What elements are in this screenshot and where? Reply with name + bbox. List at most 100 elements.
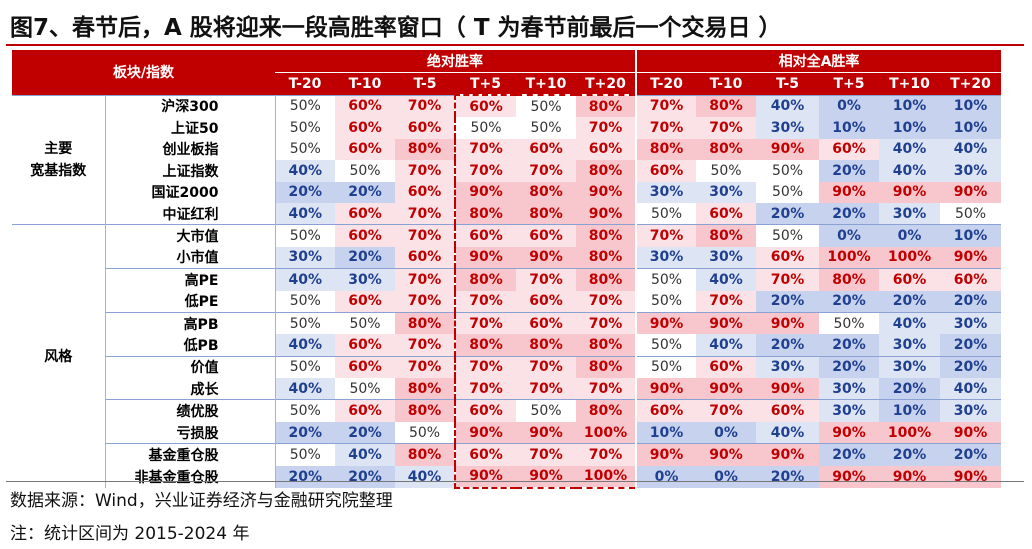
abs-value-cell: 90% (454, 246, 516, 269)
abs-value-cell: 70% (454, 378, 516, 400)
abs-value-cell: 90% (516, 421, 576, 444)
rel-value-cell: 40% (879, 160, 940, 182)
rel-value-cell: 20% (819, 202, 879, 225)
abs-value-cell: 80% (576, 268, 637, 291)
table-row: 低PE 50% 60% 70% 70% 60% 70% 50% 70% 20% 20% 20% 20% (12, 290, 1001, 313)
abs-value-cell: 50% (275, 290, 335, 313)
abs-value-cell: 50% (335, 378, 395, 400)
index-name: 大市值 (105, 224, 276, 247)
abs-value-cell: 70% (395, 160, 455, 182)
rel-value-cell: 50% (756, 224, 819, 247)
abs-value-cell: 90% (516, 246, 576, 269)
rel-value-cell: 70% (635, 117, 696, 139)
abs-value-cell: 60% (454, 443, 516, 466)
rel-value-cell: 60% (879, 268, 940, 291)
rel-value-cell: 60% (696, 202, 756, 225)
abs-value-cell: 70% (454, 160, 516, 182)
abs-value-cell: 90% (576, 202, 637, 225)
rel-value-cell: 60% (635, 160, 696, 182)
abs-value-cell: 50% (275, 224, 335, 247)
abs-value-cell: 50% (516, 399, 576, 422)
abs-value-cell: 80% (516, 181, 576, 203)
index-name: 中证红利 (105, 202, 276, 225)
abs-value-cell: 70% (395, 290, 455, 313)
abs-value-cell: 60% (516, 224, 576, 247)
rel-value-cell: 90% (940, 181, 1001, 203)
index-name: 小市值 (105, 246, 276, 269)
abs-value-cell: 50% (516, 117, 576, 139)
rel-value-cell: 50% (819, 311, 879, 335)
rel-value-cell: 20% (819, 443, 879, 466)
group-label: 风格 (12, 224, 106, 489)
rel-value-cell: 100% (879, 421, 940, 444)
abs-value-cell: 80% (395, 378, 455, 400)
rel-value-cell: 20% (756, 465, 819, 489)
abs-value-cell: 70% (516, 378, 576, 400)
rel-value-cell: 20% (879, 290, 940, 313)
index-name: 国证2000 (105, 181, 276, 203)
figure-title: 图7、春节后，A 股将迎来一段高胜率窗口（ T 为春节前最后一个交易日 ） (10, 15, 782, 41)
rel-value-cell: 40% (756, 94, 819, 118)
source-note: 数据来源：Wind，兴业证券经济与金融研究院整理 (10, 491, 393, 511)
abs-value-cell: 70% (454, 290, 516, 313)
rel-value-cell: 30% (879, 334, 940, 357)
index-name: 非基金重仓股 (105, 465, 276, 489)
rel-value-cell: 0% (696, 421, 756, 444)
rel-value-cell: 30% (635, 181, 696, 203)
rel-col-header: T+20 (940, 72, 1001, 95)
abs-value-cell: 60% (454, 93, 516, 118)
index-name: 基金重仓股 (105, 443, 276, 466)
rel-value-cell: 50% (696, 160, 756, 182)
abs-value-cell: 30% (275, 246, 335, 269)
table-row: 风格 大市值 50% 60% 70% 60% 60% 80% 70% 80% 50% 0% 0% 10% (12, 224, 1001, 489)
abs-value-cell: 80% (395, 443, 455, 466)
rel-value-cell: 30% (756, 117, 819, 139)
rel-value-cell: 20% (819, 290, 879, 313)
abs-value-cell: 20% (335, 421, 395, 444)
abs-value-cell: 40% (395, 465, 455, 489)
rel-value-cell: 50% (635, 355, 696, 379)
table-row: 高PE 40% 30% 70% 80% 70% 80% 50% 40% 70% 80% 60% 60% (12, 268, 1001, 291)
abs-value-cell: 70% (576, 378, 637, 400)
abs-value-cell: 50% (275, 311, 335, 335)
rel-value-cell: 50% (635, 202, 696, 225)
abs-value-cell: 40% (275, 160, 335, 182)
abs-value-cell: 80% (395, 399, 455, 422)
rel-value-cell: 30% (819, 399, 879, 422)
abs-value-cell: 70% (576, 443, 637, 466)
rel-value-cell: 20% (879, 378, 940, 400)
abs-col-header: T+20 (576, 72, 636, 95)
abs-value-cell: 60% (335, 355, 395, 379)
abs-value-cell: 80% (516, 202, 576, 225)
abs-value-cell: 90% (454, 465, 516, 490)
table-bottom-rule (6, 481, 1024, 482)
index-name: 沪深300 (105, 94, 276, 118)
rel-value-cell: 40% (940, 378, 1001, 400)
rel-value-cell: 50% (756, 160, 819, 182)
abs-value-cell: 50% (275, 94, 335, 118)
rel-value-cell: 20% (940, 290, 1001, 313)
abs-value-cell: 60% (395, 246, 455, 269)
abs-value-cell: 70% (516, 268, 576, 291)
rel-value-cell: 20% (756, 334, 819, 357)
abs-value-cell: 70% (454, 138, 516, 161)
abs-value-cell: 40% (335, 443, 395, 466)
table-row: 亏损股 20% 20% 50% 90% 90% 100% 10% 0% 40% 90% 100% 90% (12, 421, 1001, 444)
rel-value-cell: 40% (940, 138, 1001, 161)
abs-value-cell: 60% (335, 138, 395, 161)
rel-col-header: T+10 (879, 72, 940, 95)
rel-value-cell: 30% (879, 202, 940, 225)
abs-col-header: T+10 (516, 72, 576, 95)
abs-value-cell: 50% (275, 355, 335, 379)
rel-value-cell: 50% (940, 202, 1001, 225)
abs-value-cell: 90% (516, 465, 576, 490)
index-name: 高PB (105, 311, 276, 335)
abs-value-cell: 70% (395, 268, 455, 291)
abs-value-cell: 90% (454, 181, 516, 203)
abs-value-cell: 60% (395, 117, 455, 139)
abs-value-cell: 80% (395, 138, 455, 161)
rel-value-cell: 70% (635, 94, 696, 118)
rel-value-cell: 30% (756, 355, 819, 379)
index-name: 低PE (105, 290, 276, 313)
rel-value-cell: 90% (635, 443, 696, 466)
